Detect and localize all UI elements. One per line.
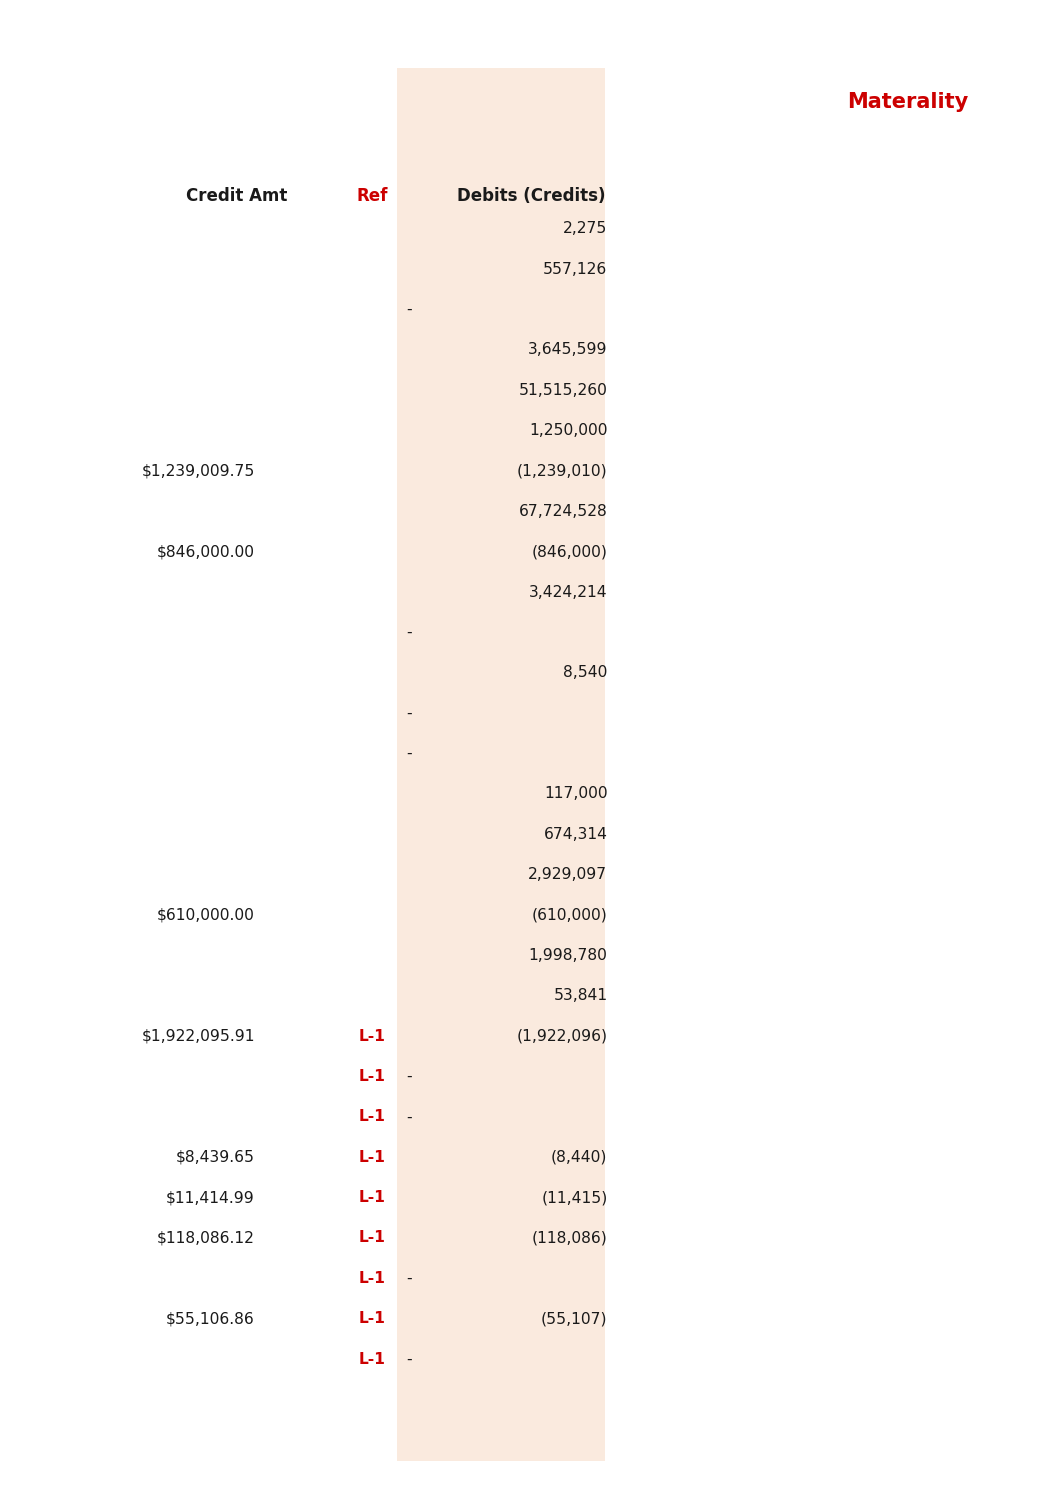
Bar bbox=[397, 68, 605, 1461]
Text: 51,515,260: 51,515,260 bbox=[518, 383, 607, 398]
Text: L-1: L-1 bbox=[358, 1271, 386, 1286]
Text: 8,540: 8,540 bbox=[563, 666, 607, 681]
Text: 67,724,528: 67,724,528 bbox=[518, 505, 607, 520]
Text: -: - bbox=[407, 625, 412, 640]
Text: (610,000): (610,000) bbox=[532, 908, 607, 923]
Text: 557,126: 557,126 bbox=[544, 262, 607, 277]
Text: 53,841: 53,841 bbox=[553, 988, 607, 1003]
Text: L-1: L-1 bbox=[358, 1312, 386, 1327]
Text: -: - bbox=[407, 1110, 412, 1125]
Text: Credit Amt: Credit Amt bbox=[186, 187, 287, 205]
Text: 1,250,000: 1,250,000 bbox=[529, 423, 607, 438]
Text: $55,106.86: $55,106.86 bbox=[166, 1312, 255, 1327]
Text: L-1: L-1 bbox=[358, 1069, 386, 1084]
Text: 3,424,214: 3,424,214 bbox=[529, 584, 607, 599]
Text: L-1: L-1 bbox=[358, 1190, 386, 1205]
Text: (1,239,010): (1,239,010) bbox=[517, 464, 607, 479]
Text: 2,929,097: 2,929,097 bbox=[528, 867, 607, 883]
Text: -: - bbox=[407, 1271, 412, 1286]
Text: $11,414.99: $11,414.99 bbox=[166, 1190, 255, 1205]
Text: L-1: L-1 bbox=[358, 1029, 386, 1044]
Text: (55,107): (55,107) bbox=[541, 1312, 607, 1327]
Text: 1,998,780: 1,998,780 bbox=[529, 947, 607, 962]
Text: $1,922,095.91: $1,922,095.91 bbox=[141, 1029, 255, 1044]
Text: L-1: L-1 bbox=[358, 1230, 386, 1245]
Text: -: - bbox=[407, 745, 412, 761]
Text: $1,239,009.75: $1,239,009.75 bbox=[141, 464, 255, 479]
Text: (8,440): (8,440) bbox=[551, 1149, 607, 1164]
Text: $118,086.12: $118,086.12 bbox=[157, 1230, 255, 1245]
Text: 3,645,599: 3,645,599 bbox=[528, 342, 607, 357]
Text: L-1: L-1 bbox=[358, 1351, 386, 1366]
Text: Debits (Credits): Debits (Credits) bbox=[457, 187, 605, 205]
Text: -: - bbox=[407, 1069, 412, 1084]
Text: (846,000): (846,000) bbox=[532, 544, 607, 559]
Text: 674,314: 674,314 bbox=[544, 827, 607, 842]
Text: L-1: L-1 bbox=[358, 1149, 386, 1164]
Text: (11,415): (11,415) bbox=[542, 1190, 607, 1205]
Text: -: - bbox=[407, 1351, 412, 1366]
Text: $610,000.00: $610,000.00 bbox=[157, 908, 255, 923]
Text: (118,086): (118,086) bbox=[532, 1230, 607, 1245]
Text: 117,000: 117,000 bbox=[544, 786, 607, 801]
Text: Ref: Ref bbox=[356, 187, 388, 205]
Text: -: - bbox=[407, 706, 412, 721]
Text: L-1: L-1 bbox=[358, 1110, 386, 1125]
Text: 2,275: 2,275 bbox=[563, 221, 607, 236]
Text: $846,000.00: $846,000.00 bbox=[157, 544, 255, 559]
Text: Materality: Materality bbox=[847, 92, 969, 113]
Text: (1,922,096): (1,922,096) bbox=[516, 1029, 607, 1044]
Text: $8,439.65: $8,439.65 bbox=[176, 1149, 255, 1164]
Text: -: - bbox=[407, 303, 412, 318]
